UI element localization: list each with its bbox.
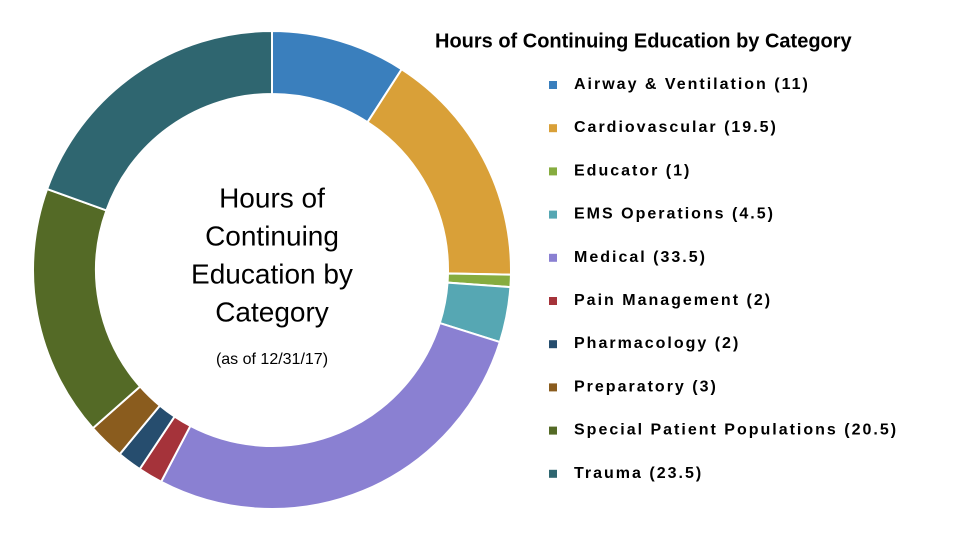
legend-label: Pharmacology (2)	[574, 335, 740, 352]
legend-category: EMS Operations	[574, 206, 726, 223]
donut-slice	[32, 187, 142, 430]
center-label: Hours of	[219, 182, 325, 213]
legend-swatch	[549, 469, 557, 478]
legend-category: Educator	[574, 163, 659, 180]
legend-label: Cardiovascular (19.5)	[574, 119, 778, 136]
legend-swatch	[549, 81, 557, 89]
legend-value: (19.5)	[724, 119, 778, 136]
legend-swatch	[549, 124, 557, 133]
legend-value: (4.5)	[732, 206, 775, 223]
chart-title: Hours of Continuing Education by Categor…	[435, 30, 853, 52]
legend-label: Educator (1)	[574, 163, 691, 180]
legend-label: Pain Management (2)	[574, 292, 772, 309]
legend-category: Preparatory	[574, 379, 686, 396]
legend-value: (3)	[692, 379, 718, 396]
center-label: Category	[215, 296, 329, 327]
legend-category: Medical	[574, 249, 647, 266]
legend-value: (20.5)	[844, 422, 898, 439]
legend-category: Pain Management	[574, 292, 740, 309]
legend-label: EMS Operations (4.5)	[574, 206, 775, 223]
legend-swatch	[549, 167, 557, 176]
donut-slice	[159, 321, 502, 510]
legend-value: (2)	[715, 335, 741, 352]
legend-value: (33.5)	[653, 249, 707, 266]
legend-swatch	[549, 340, 557, 349]
legend-label: Medical (33.5)	[574, 249, 707, 266]
legend-swatch	[549, 426, 557, 435]
center-label: Continuing	[205, 220, 339, 251]
legend-category: Special Patient Populations	[574, 422, 838, 439]
donut-slice	[45, 29, 273, 212]
center-subtitle: (as of 12/31/17)	[216, 351, 328, 368]
legend-label: Trauma (23.5)	[574, 465, 703, 482]
legend-swatch	[549, 297, 557, 305]
legend-swatch	[549, 253, 557, 262]
legend-value: (2)	[746, 292, 772, 309]
center-label: Education by	[191, 258, 353, 289]
legend-category: Cardiovascular	[574, 119, 718, 136]
legend-category: Trauma	[574, 465, 643, 482]
legend-label: Special Patient Populations (20.5)	[574, 422, 898, 439]
legend-value: (1)	[666, 163, 692, 180]
legend-swatch	[549, 210, 557, 219]
legend-category: Pharmacology	[574, 335, 708, 352]
donut-slice	[366, 67, 512, 276]
legend-label: Airway & Ventilation (11)	[574, 76, 810, 93]
legend-value: (23.5)	[649, 465, 703, 482]
legend-category: Airway & Ventilation	[574, 76, 768, 93]
legend-swatch	[549, 383, 557, 392]
legend-label: Preparatory (3)	[574, 379, 718, 396]
legend-value: (11)	[774, 76, 810, 93]
